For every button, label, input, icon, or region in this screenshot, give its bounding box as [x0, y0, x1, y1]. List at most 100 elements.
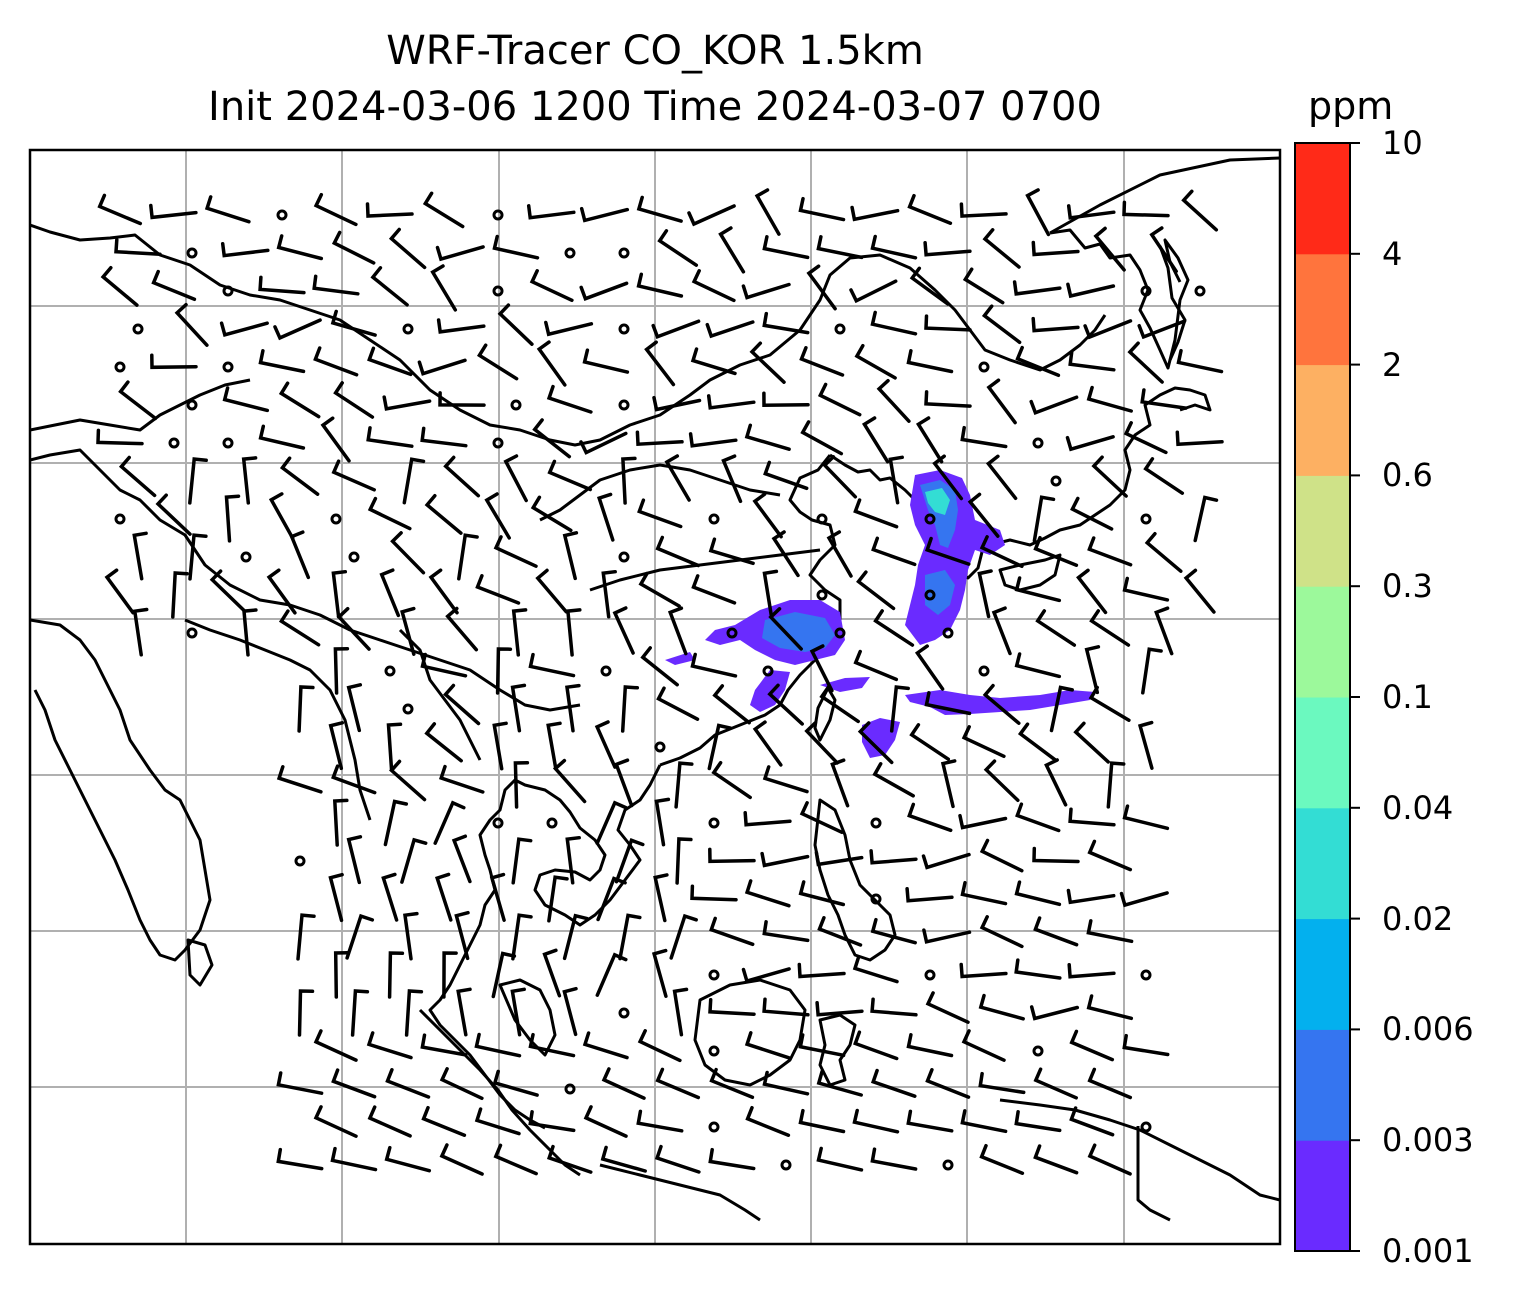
wind-barb	[669, 913, 698, 960]
calm-wind-marker	[618, 399, 630, 411]
wind-barb	[1014, 880, 1062, 907]
wind-barb	[1183, 568, 1216, 614]
wind-barb	[528, 652, 576, 678]
wind-barb	[743, 810, 792, 827]
wind-barb	[705, 320, 755, 339]
colorbar-tick-label: 0.04	[1382, 788, 1454, 827]
wind-barb	[672, 987, 689, 1037]
calm-wind-marker	[924, 513, 936, 525]
wind-barb	[960, 1109, 1008, 1134]
wind-barb	[688, 432, 738, 448]
wind-barb	[174, 302, 209, 347]
wind-barb	[528, 1032, 576, 1058]
wind-barb	[1141, 647, 1163, 695]
wind-barb	[1088, 685, 1131, 722]
wind-barb	[637, 1029, 682, 1063]
wind-barb	[981, 304, 1022, 345]
wind-barb	[909, 723, 951, 761]
wind-barb	[436, 318, 486, 334]
wind-barb	[667, 606, 688, 656]
wind-barb	[331, 459, 376, 492]
wind-barb	[1149, 226, 1178, 274]
colorbar-segment	[1295, 475, 1350, 587]
wind-barb	[635, 430, 684, 447]
colorbar-segment	[1295, 586, 1350, 698]
wind-barb	[332, 798, 349, 847]
wind-barb	[430, 264, 458, 312]
wind-barb	[816, 1069, 863, 1097]
wind-barb	[1069, 1029, 1115, 1062]
wind-barb	[579, 281, 629, 301]
wind-barb	[443, 455, 481, 498]
wind-barb	[1014, 958, 1062, 980]
wind-barb	[1014, 652, 1062, 679]
wind-barb	[741, 282, 791, 300]
wind-barb	[242, 608, 258, 657]
wind-barb	[445, 606, 479, 652]
colorbar	[1294, 142, 1360, 1252]
wind-barb	[456, 987, 472, 1037]
wind-barb	[492, 1069, 539, 1097]
wind-barb	[854, 343, 897, 380]
wind-barb	[819, 684, 860, 724]
wind-barb	[922, 928, 972, 944]
wind-barb	[279, 456, 320, 496]
wind-barb	[850, 205, 900, 222]
wind-barb	[526, 204, 576, 220]
wind-barbs	[96, 188, 1224, 1176]
wind-barb	[1031, 240, 1080, 257]
calm-wind-marker	[618, 247, 630, 259]
wind-barb	[266, 568, 297, 615]
wind-barb	[978, 993, 1025, 1021]
wind-barb	[370, 266, 409, 307]
wind-barb	[798, 1108, 846, 1134]
wind-barb	[443, 683, 481, 726]
wind-barb	[718, 226, 746, 274]
wind-barb	[258, 424, 306, 450]
calm-wind-marker	[834, 323, 846, 335]
calm-wind-marker	[330, 513, 342, 525]
wind-barb	[367, 1105, 412, 1138]
wind-barb	[979, 1143, 1025, 1175]
wind-barb	[857, 721, 894, 765]
wind-barb	[289, 530, 311, 580]
wind-barb	[96, 428, 144, 446]
wind-barb	[1122, 804, 1170, 831]
wind-barb	[400, 837, 428, 884]
wind-barb	[424, 722, 463, 763]
wind-barb	[313, 346, 359, 377]
wind-barb	[707, 723, 733, 771]
wind-barb	[870, 1147, 918, 1171]
wind-barb	[491, 951, 517, 999]
wind-barb	[817, 382, 862, 417]
wind-barb	[906, 349, 954, 374]
colorbar-tick-label: 2	[1382, 345, 1403, 384]
wind-barb	[640, 646, 679, 687]
wind-barb	[852, 1108, 900, 1134]
wind-barb	[1122, 1033, 1170, 1057]
calm-wind-marker	[978, 665, 990, 677]
wind-barb	[476, 343, 519, 381]
wind-barb	[804, 721, 839, 765]
calm-wind-marker	[384, 665, 396, 677]
wind-barb	[222, 386, 270, 413]
wind-barb	[1086, 994, 1134, 1021]
calm-wind-marker	[618, 323, 630, 335]
wind-barb	[1032, 846, 1080, 864]
wind-barb	[653, 873, 669, 923]
wind-barb	[612, 606, 635, 655]
calm-wind-marker	[924, 969, 936, 981]
wind-barb	[1068, 807, 1116, 827]
wind-barb	[600, 1145, 647, 1173]
wind-barb	[644, 340, 676, 387]
wind-barb	[618, 913, 642, 961]
wind-barb	[1031, 316, 1080, 333]
calm-wind-marker	[942, 627, 954, 639]
wind-barb	[1093, 226, 1126, 272]
map-frame	[28, 148, 1282, 1246]
wind-barb	[382, 395, 432, 411]
wind-barb	[915, 416, 944, 464]
wind-barb	[962, 267, 1005, 305]
wind-barb	[711, 760, 752, 800]
wind-barb	[914, 644, 945, 691]
